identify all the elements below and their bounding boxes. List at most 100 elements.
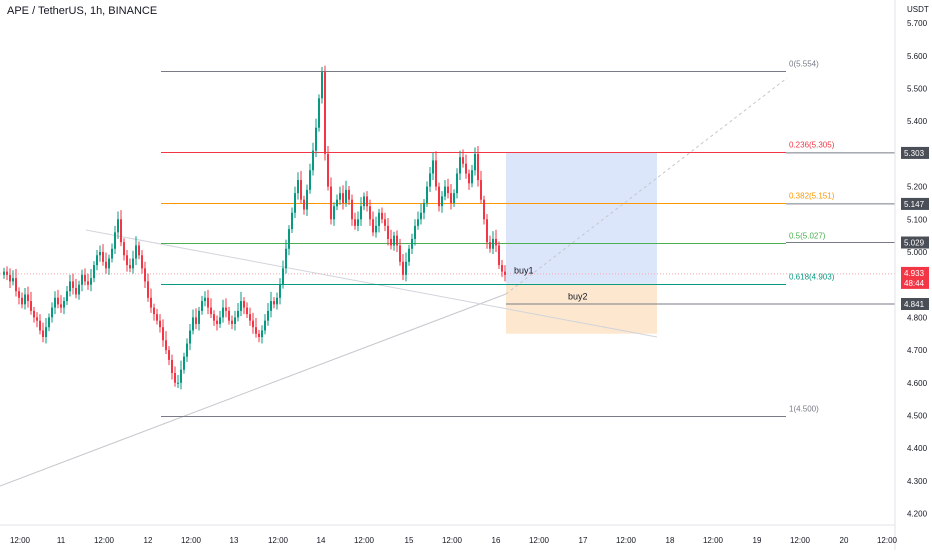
- candle-body: [444, 186, 446, 197]
- candle-body: [222, 307, 224, 318]
- fib-level-label: 0.236(5.305): [789, 141, 835, 150]
- candle-body: [39, 320, 41, 331]
- candle-body: [3, 271, 5, 275]
- candle-body: [225, 307, 227, 311]
- candle-body: [63, 301, 65, 308]
- candle-body: [51, 307, 53, 318]
- candle-body: [15, 278, 17, 292]
- candle-body: [279, 284, 281, 298]
- candle-body: [210, 307, 212, 315]
- time-tick-label: 12:00: [790, 536, 811, 545]
- candle-body: [75, 287, 77, 295]
- time-tick-label: 12:00: [442, 536, 463, 545]
- candle-body: [108, 258, 110, 269]
- candle-body: [36, 317, 38, 321]
- candle-body: [27, 294, 29, 302]
- price-badge: [901, 146, 929, 159]
- candle-body: [429, 173, 431, 187]
- candle-body: [129, 265, 131, 269]
- candle-body: [459, 157, 461, 174]
- candle-body: [204, 297, 206, 302]
- candle-body: [447, 186, 449, 194]
- candle-body: [45, 327, 47, 338]
- candle-body: [285, 248, 287, 269]
- candle-body: [456, 173, 458, 194]
- candle-body: [417, 219, 419, 226]
- candle-body: [189, 330, 191, 344]
- time-tick-label: 14: [317, 536, 326, 545]
- candle-body: [18, 291, 20, 298]
- buy1-label: buy1: [514, 265, 534, 275]
- symbol-title: APE / TetherUS, 1h, BINANCE: [7, 5, 158, 17]
- candle-body: [135, 245, 137, 259]
- time-tick-label: 20: [840, 536, 849, 545]
- candle-body: [291, 212, 293, 230]
- candle-body: [69, 281, 71, 292]
- candle-body: [363, 196, 365, 207]
- candle-body: [300, 180, 302, 200]
- candle-body: [468, 173, 470, 184]
- candle-body: [366, 196, 368, 207]
- candle-body: [489, 242, 491, 249]
- candle-body: [474, 153, 476, 171]
- candle-body: [303, 199, 305, 210]
- candle-body: [141, 255, 143, 269]
- candle-body: [264, 320, 266, 331]
- buy2-label: buy2: [568, 291, 588, 301]
- candle-body: [399, 245, 401, 262]
- price-badge-label: 5.029: [904, 239, 925, 248]
- candle-body: [72, 281, 74, 288]
- candle-body: [87, 281, 89, 285]
- candle-body: [177, 382, 179, 384]
- candle-body: [168, 350, 170, 360]
- candle-body: [162, 327, 164, 341]
- candle-body: [282, 268, 284, 285]
- candle-body: [372, 219, 374, 233]
- time-tick-label: 12:00: [354, 536, 375, 545]
- long-zone: [506, 152, 657, 284]
- candle-body: [312, 150, 314, 171]
- candle-body: [405, 261, 407, 275]
- candle-body: [117, 219, 119, 233]
- time-tick-label: 12:00: [703, 536, 724, 545]
- candle-body: [342, 193, 344, 203]
- candle-body: [411, 238, 413, 249]
- candle-body: [420, 212, 422, 220]
- candle-body: [357, 219, 359, 226]
- candle-body: [462, 157, 464, 164]
- candle-body: [60, 304, 62, 308]
- candle-body: [471, 170, 473, 184]
- candle-body: [261, 330, 263, 338]
- candle-body: [171, 359, 173, 373]
- time-tick-label: 13: [230, 536, 239, 545]
- candle-body: [477, 153, 479, 181]
- price-tick-label: 4.500: [907, 412, 928, 421]
- candle-body: [207, 297, 209, 308]
- candle-body: [150, 297, 152, 308]
- price-badge: [901, 197, 929, 210]
- time-tick-label: 18: [666, 536, 675, 545]
- candle-body: [201, 301, 203, 311]
- last-price-badge: [901, 266, 929, 289]
- candle-body: [132, 258, 134, 269]
- candle-body: [273, 301, 275, 305]
- candle-body: [339, 193, 341, 200]
- time-tick-label: 12:00: [616, 536, 637, 545]
- candle-body: [387, 225, 389, 239]
- candle-body: [174, 372, 176, 383]
- candle-body: [258, 333, 260, 338]
- price-tick-label: 5.500: [907, 85, 928, 94]
- candle-body: [450, 193, 452, 203]
- candle-body: [111, 248, 113, 259]
- candle-body: [369, 206, 371, 220]
- candle-body: [102, 252, 104, 262]
- time-tick-label: 19: [753, 536, 762, 545]
- time-tick-label: 11: [57, 536, 66, 545]
- candle-body: [351, 199, 353, 220]
- candle-body: [120, 219, 122, 243]
- candle-body: [465, 163, 467, 174]
- candle-body: [12, 278, 14, 282]
- price-badge: [901, 297, 929, 310]
- short-zone: [506, 283, 657, 334]
